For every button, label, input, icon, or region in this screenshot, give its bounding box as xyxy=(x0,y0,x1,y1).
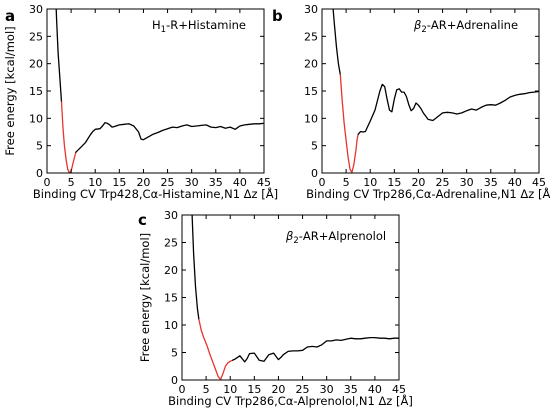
panel-letter: c xyxy=(138,211,147,229)
series-group xyxy=(191,215,399,380)
y-tick-label: 25 xyxy=(304,30,318,43)
x-tick-label: 45 xyxy=(257,176,271,189)
free-energy-curve-red-1 xyxy=(198,318,234,380)
plot-frame xyxy=(321,8,540,174)
x-tick-label: 30 xyxy=(460,176,474,189)
x-tick-label: 25 xyxy=(161,176,175,189)
x-tick-label: 40 xyxy=(368,383,382,396)
x-axis-label: Binding CV Trp286,Cα-Alprenolol,N1 Δz [Å… xyxy=(168,393,413,408)
x-axis-label: Binding CV Trp428,Cα-Histamine,N1 Δz [Å] xyxy=(33,186,278,201)
free-energy-curve-red-1 xyxy=(60,101,77,173)
free-energy-curve-black-0 xyxy=(332,9,341,76)
series-group xyxy=(55,9,264,173)
x-tick-label: 10 xyxy=(88,176,102,189)
x-tick-label: 5 xyxy=(68,176,75,189)
y-axis-label: Free energy [kcal/mol] xyxy=(138,233,152,362)
panel-letter: a xyxy=(5,7,15,25)
y-tick-label: 5 xyxy=(36,140,43,153)
x-tick-label: 20 xyxy=(411,176,425,189)
x-tick-label: 30 xyxy=(320,383,334,396)
panel-annotation: β2-AR+Alprenolol xyxy=(285,229,386,246)
x-tick-label: 15 xyxy=(112,176,126,189)
x-tick-label: 5 xyxy=(203,383,210,396)
x-tick-label: 45 xyxy=(392,383,406,396)
x-tick-label: 35 xyxy=(484,176,498,189)
y-tick-label: 25 xyxy=(29,30,43,43)
free-energy-curve-black-2 xyxy=(75,122,264,153)
y-tick-label: 30 xyxy=(304,3,318,16)
free-energy-curve-black-2 xyxy=(357,83,539,135)
y-tick-label: 10 xyxy=(29,112,43,125)
y-tick-label: 15 xyxy=(164,292,178,305)
y-tick-label: 10 xyxy=(164,319,178,332)
x-tick-label: 5 xyxy=(343,176,350,189)
y-tick-label: 20 xyxy=(164,264,178,277)
y-tick-label: 0 xyxy=(36,167,43,180)
panel-annotation: β2-AR+Adrenaline xyxy=(413,18,518,35)
y-tick-label: 5 xyxy=(311,140,318,153)
free-energy-curve-black-0 xyxy=(55,9,63,103)
y-tick-label: 30 xyxy=(164,209,178,222)
y-axis-label: Free energy [kcal/mol] xyxy=(3,26,17,155)
y-tick-label: 20 xyxy=(304,58,318,71)
x-tick-label: 20 xyxy=(136,176,150,189)
x-tick-label: 40 xyxy=(233,176,247,189)
y-tick-label: 0 xyxy=(311,167,318,180)
y-tick-label: 15 xyxy=(304,85,318,98)
x-tick-label: 45 xyxy=(532,176,546,189)
panel-annotation: H1-R+Histamine xyxy=(152,18,246,35)
series-group xyxy=(332,9,539,173)
free-energy-curve-red-1 xyxy=(339,73,359,173)
y-tick-label: 0 xyxy=(171,374,178,387)
y-tick-label: 5 xyxy=(171,347,178,360)
y-tick-label: 20 xyxy=(29,58,43,71)
x-tick-label: 15 xyxy=(387,176,401,189)
x-tick-label: 25 xyxy=(296,383,310,396)
x-tick-label: 35 xyxy=(344,383,358,396)
free-energy-curve-black-0 xyxy=(191,215,200,321)
x-tick-label: 15 xyxy=(247,383,261,396)
x-tick-label: 0 xyxy=(319,176,326,189)
x-tick-label: 0 xyxy=(179,383,186,396)
x-tick-label: 40 xyxy=(508,176,522,189)
x-tick-label: 30 xyxy=(185,176,199,189)
y-tick-label: 30 xyxy=(29,3,43,16)
free-energy-curve-black-2 xyxy=(231,336,399,363)
x-tick-label: 25 xyxy=(436,176,450,189)
panel-letter: b xyxy=(272,7,283,25)
y-tick-label: 15 xyxy=(29,85,43,98)
y-tick-label: 25 xyxy=(164,237,178,250)
x-tick-label: 35 xyxy=(209,176,223,189)
x-axis-label: Binding CV Trp286,Cα-Adrenaline,N1 Δz [Å… xyxy=(306,186,550,201)
y-tick-label: 10 xyxy=(304,112,318,125)
x-tick-label: 20 xyxy=(271,383,285,396)
x-tick-label: 0 xyxy=(44,176,51,189)
x-tick-label: 10 xyxy=(363,176,377,189)
x-tick-label: 10 xyxy=(223,383,237,396)
